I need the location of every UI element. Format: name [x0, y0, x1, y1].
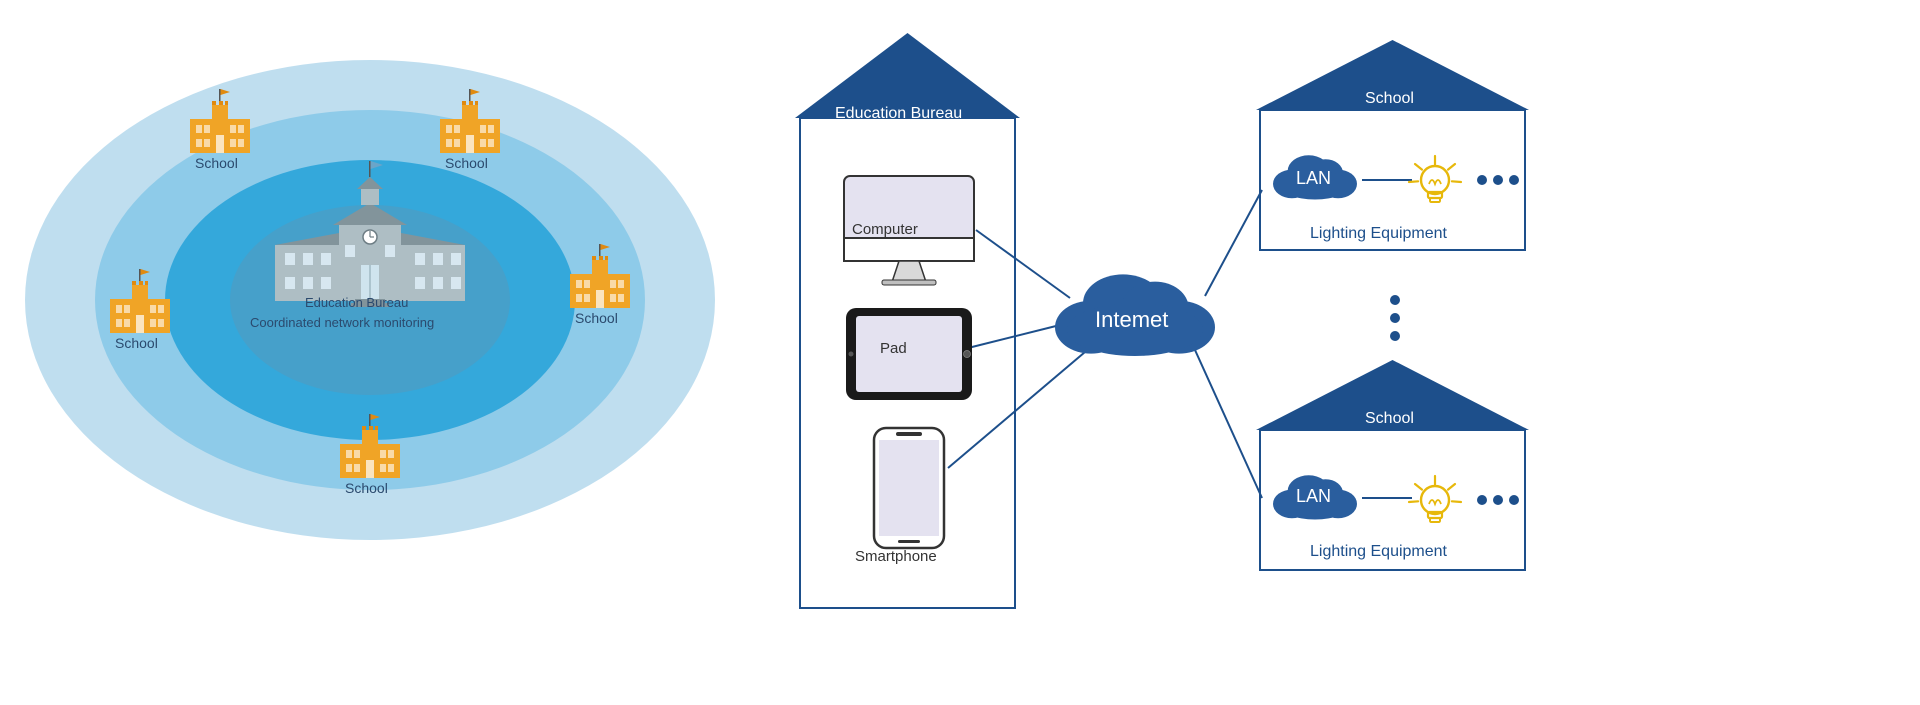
lighting-label-2: Lighting Equipment [1310, 543, 1447, 561]
school-roof-label-2: School [1365, 410, 1414, 428]
school-label-4: School [575, 310, 618, 326]
school-label-3: School [115, 335, 158, 351]
center-label-1: Education Bureau [305, 295, 408, 310]
school-label-1: School [195, 155, 238, 171]
lan-label-1: LAN [1296, 168, 1331, 189]
school-roof-label-1: School [1365, 90, 1414, 108]
school-label-5: School [345, 480, 388, 496]
center-label-2: Coordinated network monitoring [250, 315, 434, 330]
pad-label: Pad [880, 340, 907, 357]
computer-label: Computer [852, 221, 918, 238]
lan-label-2: LAN [1296, 486, 1331, 507]
school-label-2: School [445, 155, 488, 171]
bureau-roof-label: Education Bureau [835, 105, 962, 123]
lighting-label-1: Lighting Equipment [1310, 225, 1447, 243]
internet-label: Intemet [1095, 307, 1168, 333]
smartphone-label: Smartphone [855, 548, 937, 565]
